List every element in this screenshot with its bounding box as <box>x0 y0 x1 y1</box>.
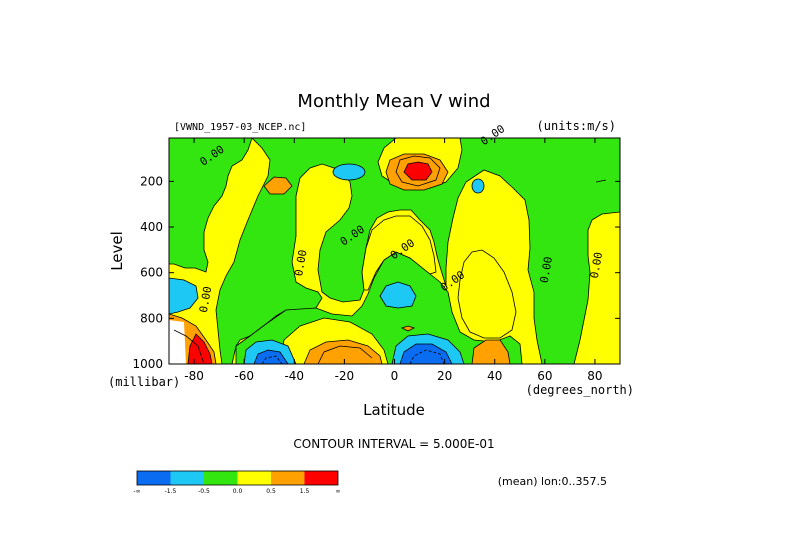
colorbar-label: ∞ <box>336 488 341 495</box>
x-tick-label: 80 <box>587 369 602 383</box>
contour-label: 0.00 <box>292 249 309 277</box>
orange-cell-south-mid <box>263 176 293 195</box>
red-cell-upper <box>403 161 433 181</box>
colorbar-swatch <box>137 471 171 485</box>
y-tick-label: 1000 <box>132 357 163 371</box>
colorbar: -∞ -1.5 -0.5 0.0 0.5 1.5 ∞ <box>133 470 341 495</box>
y-tick-label: 200 <box>140 174 163 188</box>
missing-data-notch <box>169 320 186 364</box>
green-band-south <box>169 138 253 273</box>
colorbar-frame <box>136 470 339 486</box>
colorbar-swatch <box>304 471 338 485</box>
contour-label: 0.00 <box>197 285 214 313</box>
colorbar-swatch <box>237 471 271 485</box>
contour-label: 0.00 <box>588 251 605 279</box>
colorbar-label: -1.5 <box>165 488 177 495</box>
y-tick-label: 600 <box>140 266 163 280</box>
contour-line-5 <box>173 329 205 364</box>
contour-line-2 <box>317 345 373 364</box>
contour-line-4 <box>261 355 283 364</box>
contour-label: 0.00 <box>538 256 555 284</box>
cyan-cell-upper <box>332 163 366 181</box>
cyan-cell-mid <box>379 281 417 309</box>
colorbar-swatch <box>271 471 305 485</box>
x-tick-label: -20 <box>335 369 355 383</box>
blue-cell-eq <box>399 343 453 364</box>
yellow-island-north <box>457 249 517 339</box>
orange-cell-lower-south <box>303 339 383 364</box>
yellow-island-mid <box>361 215 437 291</box>
x-tick-label: -80 <box>184 369 204 383</box>
x-axis-title: Latitude <box>363 401 425 419</box>
contour-interval-text: CONTOUR INTERVAL = 5.000E-01 <box>293 437 494 451</box>
contour-field <box>169 138 620 364</box>
colorbar-label: 0.0 <box>233 488 243 495</box>
colorbar-swatch <box>204 471 238 485</box>
contour-line-1 <box>395 155 441 187</box>
cyan-cell-south-pole <box>169 277 199 315</box>
y-axis: 200 400 600 800 1000 <box>132 174 620 371</box>
x-tick-label: 40 <box>487 369 502 383</box>
dataset-label: [VWND_1957-03_NCEP.nc] <box>174 122 306 133</box>
x-tick-label: 60 <box>537 369 552 383</box>
y-tick-label: 800 <box>140 311 163 325</box>
colorbar-label: -∞ <box>133 488 140 495</box>
x-tick-label: 20 <box>437 369 452 383</box>
chart-title: Monthly Mean V wind <box>297 91 490 112</box>
units-label: (units:m/s) <box>537 119 616 133</box>
colorbar-swatch <box>170 471 204 485</box>
x-units-label: (degrees_north) <box>526 383 634 397</box>
y-axis-title: Level <box>108 231 126 271</box>
colorbar-label: -0.5 <box>198 488 210 495</box>
orange-cell-lower-north <box>471 339 511 364</box>
red-cell-south-pole <box>187 333 213 364</box>
contour-line-3 <box>409 349 445 364</box>
mean-lon-note: (mean) lon:0..357.5 <box>498 475 607 488</box>
x-tick-label: -60 <box>234 369 254 383</box>
x-axis: -80 -60 -40 -20 0 20 40 60 80 <box>184 138 603 383</box>
cyan-cell-north <box>471 178 485 194</box>
x-tick-label: -40 <box>284 369 304 383</box>
x-tick-label: 0 <box>391 369 399 383</box>
colorbar-label: 0.5 <box>266 488 276 495</box>
y-units-label: (millibar) <box>108 375 180 389</box>
colorbar-label: 1.5 <box>300 488 310 495</box>
contour-line-6 <box>595 179 607 183</box>
orange-fleck <box>400 325 416 332</box>
y-tick-label: 400 <box>140 220 163 234</box>
